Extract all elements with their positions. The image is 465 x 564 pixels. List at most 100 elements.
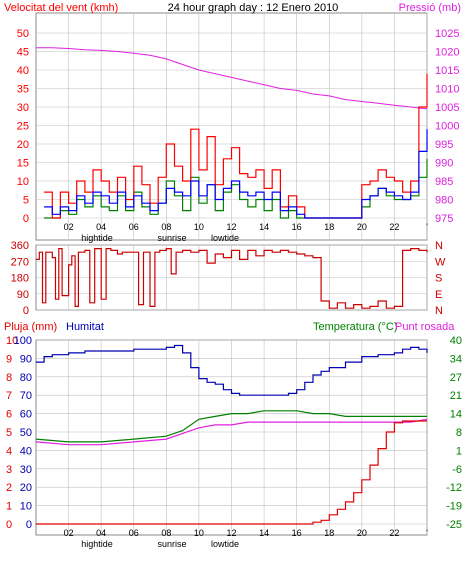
climate-xtick-label: 02 <box>64 528 74 538</box>
rain-ytick-label: 10 <box>6 335 18 347</box>
wind-gust-line <box>44 73 428 219</box>
humidity-ytick-label: 10 <box>20 501 32 513</box>
rain-ytick-label: 0 <box>6 519 12 531</box>
direction-compass-label: W <box>435 256 446 268</box>
humidity-ytick-label: 90 <box>20 353 32 365</box>
direction-line <box>36 248 428 309</box>
wind-xtick-label: ' <box>426 222 428 232</box>
rain-ytick-label: 6 <box>6 409 12 421</box>
wind-avg-line <box>44 129 428 219</box>
temperature-ytick-label: 34 <box>450 353 462 365</box>
event-lowtide-top: lowtide <box>211 233 239 243</box>
humidity-ytick-label: 0 <box>26 519 32 531</box>
climate-xtick-label: 06 <box>129 528 139 538</box>
humidity-ytick-label: 50 <box>20 427 32 439</box>
wind-xtick-label: 18 <box>324 222 334 232</box>
temperature-ytick-label: -19 <box>446 501 462 513</box>
temperature-ytick-label: -6 <box>452 464 462 476</box>
direction-ytick-label: 270 <box>11 256 29 268</box>
event-lowtide-bottom: lowtide <box>211 539 239 549</box>
humidity-ytick-label: 30 <box>20 464 32 476</box>
rain-ytick-label: 8 <box>6 372 12 384</box>
direction-compass-label: N <box>435 305 443 317</box>
wind-xtick-label: 14 <box>259 222 269 232</box>
pressure-ytick-label: 1015 <box>435 65 459 77</box>
climate-xtick-label: 22 <box>389 528 399 538</box>
event-hightide-top: hightide <box>81 233 113 243</box>
wind-xtick-label: 04 <box>96 222 106 232</box>
humidity-ytick-label: 40 <box>20 445 32 457</box>
temperature-ytick-label: 21 <box>450 390 462 402</box>
wind-ytick-label: 35 <box>17 84 29 96</box>
header-right-label: Pressió (mb) <box>399 2 461 14</box>
rain-ytick-label: 2 <box>6 482 12 494</box>
pressure-line <box>36 47 428 110</box>
pressure-ytick-label: 990 <box>435 158 453 170</box>
climate-xtick-label: 20 <box>357 528 367 538</box>
rain-line <box>36 420 427 525</box>
rain-header: Pluja (mm) <box>4 321 57 333</box>
humidity-ytick-label: 20 <box>20 482 32 494</box>
climate-xtick-label: 08 <box>161 528 171 538</box>
direction-ytick-label: 360 <box>11 240 29 252</box>
event-sunrise-top: sunrise <box>157 233 186 243</box>
direction-compass-label: S <box>435 273 442 285</box>
pressure-ytick-label: 1005 <box>435 102 459 114</box>
temperature-ytick-label: -12 <box>446 482 462 494</box>
wind-ytick-label: 0 <box>23 213 29 225</box>
wind-ytick-label: 20 <box>17 139 29 151</box>
humidity-ytick-label: 60 <box>20 409 32 421</box>
temperature-ytick-label: 1 <box>456 445 462 457</box>
rain-ytick-label: 4 <box>6 445 12 457</box>
wind-xtick-label: 08 <box>161 222 171 232</box>
rain-ytick-label: 3 <box>6 464 12 476</box>
wind-xtick-label: 10 <box>194 222 204 232</box>
humidity-header: Humitat <box>66 321 104 333</box>
wind-ytick-label: 15 <box>17 158 29 170</box>
temperature-ytick-label: 14 <box>450 409 462 421</box>
pressure-ytick-label: 1020 <box>435 47 459 59</box>
wind-xtick-label: 02 <box>64 222 74 232</box>
direction-ytick-label: 90 <box>17 289 29 301</box>
wind-ytick-label: 25 <box>17 121 29 133</box>
climate-xtick-label: 16 <box>292 528 302 538</box>
event-sunrise-bottom: sunrise <box>157 539 186 549</box>
wind-ytick-label: 5 <box>23 195 29 207</box>
temperature-ytick-label: -25 <box>446 519 462 531</box>
pressure-ytick-label: 1025 <box>435 28 459 40</box>
event-hightide-bottom: hightide <box>81 539 113 549</box>
wind-ytick-label: 30 <box>17 102 29 114</box>
direction-compass-label: E <box>435 289 442 301</box>
wind-xtick-label: 06 <box>129 222 139 232</box>
wind-ytick-label: 45 <box>17 47 29 59</box>
climate-xtick-label: 14 <box>259 528 269 538</box>
temperature-ytick-label: 40 <box>450 335 462 347</box>
pressure-ytick-label: 1010 <box>435 84 459 96</box>
direction-compass-label: N <box>435 240 443 252</box>
dewpoint-header: Punt rosada <box>395 321 455 333</box>
wind-xtick-label: 20 <box>357 222 367 232</box>
climate-xtick-label: 18 <box>324 528 334 538</box>
humidity-ytick-label: 100 <box>14 335 32 347</box>
humidity-ytick-label: 80 <box>20 372 32 384</box>
wind-ytick-label: 50 <box>17 28 29 40</box>
pressure-ytick-label: 980 <box>435 195 453 207</box>
header-left-label: Velocitat del vent (kmh) <box>4 2 118 14</box>
direction-ytick-label: 0 <box>23 305 29 317</box>
humidity-ytick-label: 70 <box>20 390 32 402</box>
direction-ytick-label: 180 <box>11 273 29 285</box>
temperature-line <box>35 410 427 443</box>
rain-ytick-label: 1 <box>6 501 12 513</box>
dewpoint-line <box>35 418 428 446</box>
header-title: 24 hour graph day : 12 Enero 2010 <box>168 2 339 14</box>
rain-ytick-label: 7 <box>6 390 12 402</box>
climate-xtick-label: ' <box>426 528 428 538</box>
wind-xtick-label: 22 <box>389 222 399 232</box>
temperature-header: Temperatura (°C) <box>313 321 397 333</box>
pressure-ytick-label: 975 <box>435 213 453 225</box>
wind-min-line <box>44 158 428 219</box>
humidity-line <box>36 344 428 396</box>
climate-xtick-label: 10 <box>194 528 204 538</box>
